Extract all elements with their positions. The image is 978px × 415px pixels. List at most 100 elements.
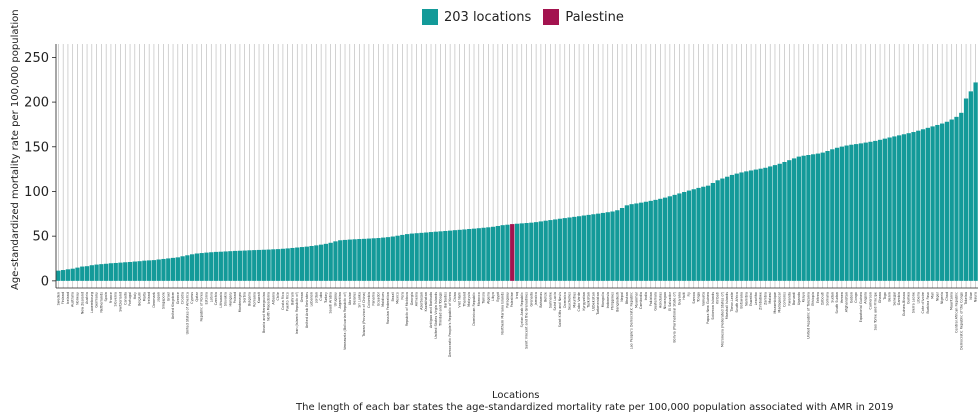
x-tick-label: Sao Tome and Principe xyxy=(873,292,877,330)
x-tick-label: Angola xyxy=(864,292,868,304)
legend-label-locations: 203 locations xyxy=(444,9,532,25)
bar xyxy=(553,219,558,281)
x-tick-label: Gambia xyxy=(897,292,901,305)
x-tick-label: Japan xyxy=(157,292,161,302)
x-tick-label: Sri Lanka xyxy=(357,292,361,308)
bar xyxy=(347,239,352,281)
bar xyxy=(906,133,911,281)
x-tick-label: Republic of Korea xyxy=(200,292,204,322)
x-tick-label: Mauritania xyxy=(950,292,954,310)
x-axis-label: Locations xyxy=(492,390,540,401)
bar xyxy=(256,249,262,281)
bar xyxy=(175,257,180,281)
y-tick-label: 200 xyxy=(24,96,49,111)
x-tick-label: Nauru xyxy=(974,292,978,302)
x-tick-label: Lesotho xyxy=(754,292,758,305)
x-tick-label: Grenada xyxy=(529,292,533,307)
x-tick-label: Belarus xyxy=(353,292,357,305)
x-tick-label: Latvia xyxy=(209,292,213,302)
bar xyxy=(763,167,768,281)
bar xyxy=(973,82,978,281)
x-tick-label: Thailand xyxy=(462,292,466,308)
x-tick-label: Nepal xyxy=(620,292,624,302)
bar xyxy=(500,225,505,281)
x-tick-label: Maldives xyxy=(381,292,385,307)
bar xyxy=(495,225,501,281)
x-tick-label: Saint Lucia xyxy=(553,292,557,311)
bar xyxy=(342,239,348,281)
x-tick-label: Turkey xyxy=(324,292,328,304)
bar xyxy=(619,208,625,281)
x-tick-label: Vanuatu xyxy=(701,292,705,306)
x-tick-label: Jordan xyxy=(314,292,318,304)
x-tick-label: Barbados xyxy=(443,292,447,308)
x-tick-label: Burundi xyxy=(792,292,796,305)
bar xyxy=(104,263,109,281)
bar xyxy=(844,145,849,281)
x-tick-label: Czechia xyxy=(214,292,218,305)
x-tick-label: Guatemala xyxy=(654,292,658,311)
bar xyxy=(400,234,405,281)
bar xyxy=(935,124,940,281)
x-tick-label: Argentina xyxy=(338,292,342,309)
bar xyxy=(925,127,930,281)
bar xyxy=(457,229,462,281)
x-tick-label: Paraguay xyxy=(505,292,509,308)
x-tick-label: Bangladesh xyxy=(615,292,619,312)
bar xyxy=(787,160,792,281)
bar xyxy=(123,262,128,281)
bar xyxy=(691,189,696,281)
x-tick-label: United Arab Emirates xyxy=(305,292,309,329)
x-tick-label: United States of America xyxy=(185,292,189,334)
bar xyxy=(548,220,553,281)
bar xyxy=(586,214,591,281)
bar xyxy=(505,224,510,281)
x-tick-label: Myanmar xyxy=(634,291,638,308)
x-tick-label: Brazil xyxy=(391,292,395,302)
x-tick-label: Honduras xyxy=(658,292,662,309)
bar xyxy=(424,232,429,281)
x-tick-label: Uganda xyxy=(797,292,801,305)
legend-swatch-locations xyxy=(422,9,438,25)
bar xyxy=(796,156,802,281)
x-tick-label: Madagascar xyxy=(778,291,782,312)
bar xyxy=(643,201,649,281)
bar xyxy=(873,140,878,281)
bar xyxy=(615,210,620,281)
bar xyxy=(734,173,739,281)
x-tick-label: Singapore xyxy=(161,292,165,309)
bar xyxy=(84,266,90,281)
bar xyxy=(228,251,233,281)
bar xyxy=(481,227,486,281)
bar xyxy=(667,196,673,281)
x-tick-label: Belgium xyxy=(138,291,142,306)
bar xyxy=(271,249,276,281)
x-tick-label: Equatorial Guinea xyxy=(859,292,863,322)
x-tick-label: United Kingdom xyxy=(171,291,175,319)
bar xyxy=(80,266,85,281)
bar xyxy=(132,261,137,281)
bar xyxy=(467,229,472,281)
x-tick-label: Djibouti xyxy=(821,292,825,305)
x-tick-label: Tunisia xyxy=(482,292,486,305)
x-tick-label: Somalia xyxy=(826,292,830,306)
bar xyxy=(252,250,257,281)
x-tick-label: Eritrea xyxy=(816,292,820,303)
x-tick-label: Central African Republic xyxy=(955,292,959,333)
bar xyxy=(529,222,534,281)
x-tick-label: Oman xyxy=(300,292,304,302)
x-tick-label: Egypt xyxy=(496,291,500,301)
bar xyxy=(887,137,892,281)
bar xyxy=(653,199,658,281)
x-tick-label: Uzbekistan xyxy=(591,292,595,311)
bar xyxy=(275,249,281,281)
x-tick-label: North Macedonia xyxy=(267,292,271,321)
x-tick-label: Kyrgyzstan xyxy=(582,292,586,311)
x-tick-label: Turkmenistan xyxy=(596,292,600,316)
x-tick-label: Cambodia xyxy=(639,292,643,309)
x-tick-label: Timor-Leste xyxy=(730,292,734,313)
bar xyxy=(538,221,544,281)
x-tick-label: Senegal xyxy=(892,292,896,306)
bar xyxy=(715,180,720,281)
bar xyxy=(371,238,376,281)
